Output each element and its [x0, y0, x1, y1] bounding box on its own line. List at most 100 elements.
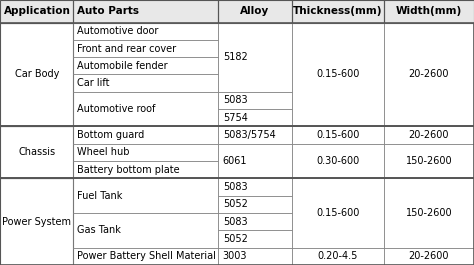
Bar [384, 248, 474, 265]
Bar [218, 178, 292, 196]
Bar [292, 144, 384, 178]
Bar [384, 126, 474, 144]
Text: Power Battery Shell Material: Power Battery Shell Material [77, 251, 216, 261]
Bar [292, 178, 384, 248]
Bar [218, 144, 292, 178]
Bar [73, 74, 218, 92]
Bar [384, 23, 474, 126]
Bar [73, 57, 218, 74]
Bar [73, 92, 218, 126]
Bar [384, 23, 474, 126]
Bar [73, 248, 218, 265]
Text: 20-2600: 20-2600 [409, 130, 449, 140]
Text: 150-2600: 150-2600 [406, 156, 452, 166]
Bar [218, 248, 292, 265]
Bar [218, 92, 292, 109]
Text: Bottom guard: Bottom guard [77, 130, 145, 140]
Bar [384, 126, 474, 144]
Bar [0, 23, 73, 126]
Text: 5754: 5754 [223, 113, 247, 123]
Bar [73, 0, 218, 23]
Bar [73, 57, 218, 74]
Bar [73, 0, 218, 23]
Text: 150-2600: 150-2600 [406, 208, 452, 218]
Text: 0.15-600: 0.15-600 [316, 208, 359, 218]
Bar [384, 144, 474, 178]
Bar [384, 178, 474, 248]
Text: 0.15-600: 0.15-600 [316, 130, 359, 140]
Bar [218, 196, 292, 213]
Bar [0, 178, 73, 265]
Text: 5083: 5083 [223, 217, 247, 227]
Bar [73, 144, 218, 161]
Bar [73, 92, 218, 126]
Bar [218, 23, 292, 92]
Bar [218, 0, 292, 23]
Bar [0, 0, 73, 23]
Text: 20-2600: 20-2600 [409, 69, 449, 80]
Bar [218, 230, 292, 248]
Bar [292, 248, 384, 265]
Text: Power System: Power System [2, 217, 71, 227]
Bar [73, 178, 218, 213]
Text: Wheel hub: Wheel hub [77, 147, 130, 157]
Text: 6061: 6061 [223, 156, 247, 166]
Bar [73, 23, 218, 40]
Text: 20-2600: 20-2600 [409, 251, 449, 261]
Bar [218, 109, 292, 126]
Text: Automotive roof: Automotive roof [77, 104, 155, 114]
Bar [218, 23, 292, 92]
Text: Thickness(mm): Thickness(mm) [293, 6, 383, 16]
Bar [0, 178, 73, 265]
Bar [0, 23, 474, 126]
Bar [384, 248, 474, 265]
Bar [292, 0, 384, 23]
Bar [73, 40, 218, 57]
Text: 3003: 3003 [223, 251, 247, 261]
Bar [292, 126, 384, 144]
Text: 0.30-600: 0.30-600 [316, 156, 359, 166]
Bar [218, 144, 292, 178]
Text: Application: Application [4, 6, 71, 16]
Bar [0, 178, 474, 265]
Text: 5083: 5083 [223, 95, 247, 105]
Bar [384, 144, 474, 178]
Bar [292, 144, 384, 178]
Text: 5083: 5083 [223, 182, 247, 192]
Bar [292, 0, 384, 23]
Text: Front and rear cover: Front and rear cover [77, 43, 176, 54]
Bar [73, 23, 218, 40]
Bar [73, 161, 218, 178]
Text: Gas Tank: Gas Tank [77, 225, 121, 235]
Text: 5182: 5182 [223, 52, 247, 62]
Bar [0, 0, 73, 23]
Text: Chassis: Chassis [18, 147, 55, 157]
Text: 0.20-4.5: 0.20-4.5 [318, 251, 358, 261]
Bar [292, 23, 384, 126]
Bar [73, 40, 218, 57]
Text: Automobile fender: Automobile fender [77, 61, 168, 71]
Bar [0, 23, 73, 126]
Bar [218, 126, 292, 144]
Bar [384, 0, 474, 23]
Bar [292, 248, 384, 265]
Bar [73, 126, 218, 144]
Bar [0, 126, 73, 178]
Text: Car Body: Car Body [15, 69, 59, 80]
Text: Width(mm): Width(mm) [396, 6, 462, 16]
Bar [73, 178, 218, 213]
Bar [73, 213, 218, 248]
Bar [218, 230, 292, 248]
Bar [384, 178, 474, 248]
Bar [218, 213, 292, 230]
Text: Car lift: Car lift [77, 78, 110, 88]
Bar [73, 144, 218, 161]
Bar [0, 126, 73, 178]
Bar [73, 161, 218, 178]
Bar [73, 74, 218, 92]
Bar [384, 0, 474, 23]
Bar [292, 126, 384, 144]
Text: 0.15-600: 0.15-600 [316, 69, 359, 80]
Text: Alloy: Alloy [240, 6, 269, 16]
Text: Fuel Tank: Fuel Tank [77, 191, 123, 201]
